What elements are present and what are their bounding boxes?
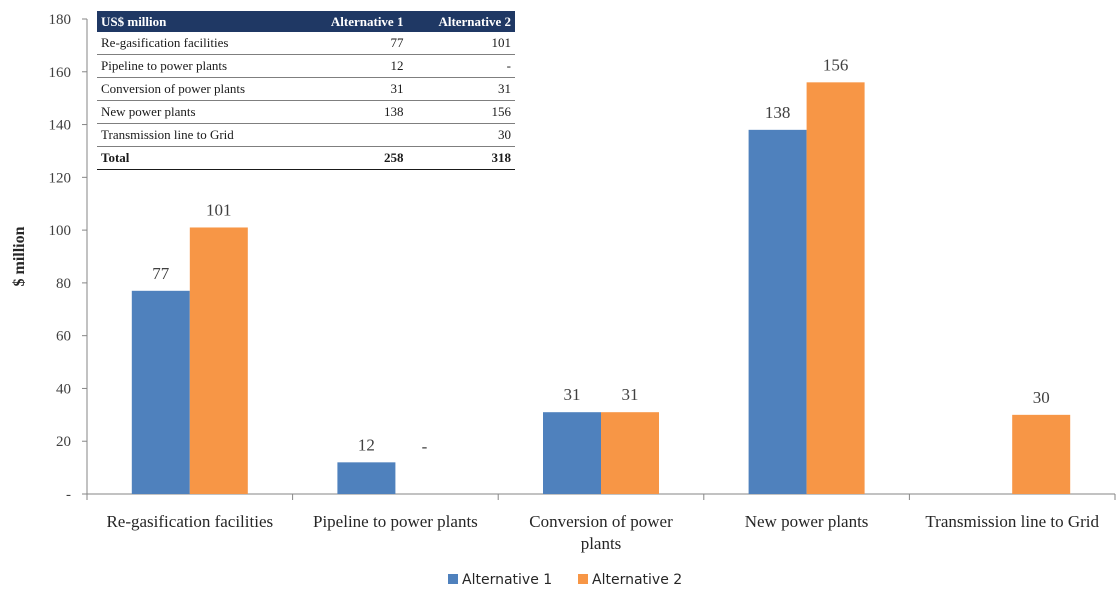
row-label: New power plants <box>97 100 300 124</box>
legend-swatch <box>578 574 588 584</box>
table-total-row: Total 258 318 <box>97 146 515 170</box>
data-label: - <box>422 437 428 456</box>
bar-alternative-1 <box>748 129 807 495</box>
table-cell: 77 <box>299 32 408 55</box>
y-tick-label: - <box>66 487 71 503</box>
y-tick-label: 100 <box>49 223 72 239</box>
x-category-label: Pipeline to power plants <box>313 512 478 531</box>
table-header-row: US$ million Alternative 1 Alternative 2 <box>97 11 515 32</box>
bar-alternative-2 <box>1012 414 1071 494</box>
x-category-label: Transmission line to Grid <box>925 512 1099 531</box>
table-row: Pipeline to power plants 12 - <box>97 54 515 78</box>
data-label: 156 <box>823 55 849 74</box>
header-cell: US$ million <box>97 11 300 32</box>
row-label: Re-gasification facilities <box>97 32 300 55</box>
table-cell: 31 <box>299 77 408 101</box>
data-label: 138 <box>765 103 791 122</box>
bar-alternative-1 <box>337 462 396 494</box>
data-label: 31 <box>564 385 581 404</box>
cost-summary-table: US$ million Alternative 1 Alternative 2 … <box>97 11 515 170</box>
table-cell: 31 <box>407 77 515 101</box>
legend-label: Alternative 2 <box>592 572 682 588</box>
data-label: 12 <box>358 435 375 454</box>
x-category-label: Conversion of power plants <box>529 512 673 553</box>
y-tick-label: 120 <box>49 170 72 186</box>
table-cell: 30 <box>407 123 515 147</box>
legend-label: Alternative 1 <box>462 572 552 588</box>
bar-alternative-2 <box>189 227 248 494</box>
table-cell: 101 <box>407 32 515 55</box>
table-row: New power plants 138 156 <box>97 100 515 124</box>
y-tick-label: 80 <box>56 276 71 292</box>
bar-alternative-1 <box>131 290 190 494</box>
row-label: Conversion of power plants <box>97 77 300 101</box>
bar-alternative-1 <box>543 412 601 494</box>
total-cell: 318 <box>407 146 515 170</box>
bar-alternative-2 <box>806 82 865 494</box>
bar-alternative-2 <box>601 412 659 494</box>
y-tick-label: 20 <box>56 434 71 450</box>
table-cell: 12 <box>299 54 408 78</box>
legend-swatch <box>448 574 458 584</box>
y-tick-label: 40 <box>56 381 71 397</box>
table-cell: - <box>407 54 515 78</box>
x-category-label: Re-gasification facilities <box>106 512 273 531</box>
y-tick-label: 140 <box>49 118 72 134</box>
row-label: Transmission line to Grid <box>97 123 300 147</box>
header-cell: Alternative 1 <box>299 11 408 32</box>
y-axis-label: $ million <box>11 226 28 286</box>
table-row: Transmission line to Grid 30 <box>97 123 515 147</box>
row-label: Pipeline to power plants <box>97 54 300 78</box>
y-tick-label: 180 <box>49 12 72 28</box>
data-label: 30 <box>1033 388 1050 407</box>
y-tick-label: 160 <box>49 65 72 81</box>
table-row: Conversion of power plants 31 31 <box>97 77 515 101</box>
table-cell: 156 <box>407 100 515 124</box>
header-cell: Alternative 2 <box>407 11 515 32</box>
table-cell: 138 <box>299 100 408 124</box>
data-label: 101 <box>206 200 232 219</box>
total-label: Total <box>97 146 300 170</box>
table-row: Re-gasification facilities 77 101 <box>97 32 515 55</box>
x-category-label: New power plants <box>745 512 869 531</box>
table-cell <box>299 123 408 147</box>
data-label: 77 <box>152 264 170 283</box>
y-tick-label: 60 <box>56 329 71 345</box>
total-cell: 258 <box>299 146 408 170</box>
data-label: 31 <box>622 385 639 404</box>
